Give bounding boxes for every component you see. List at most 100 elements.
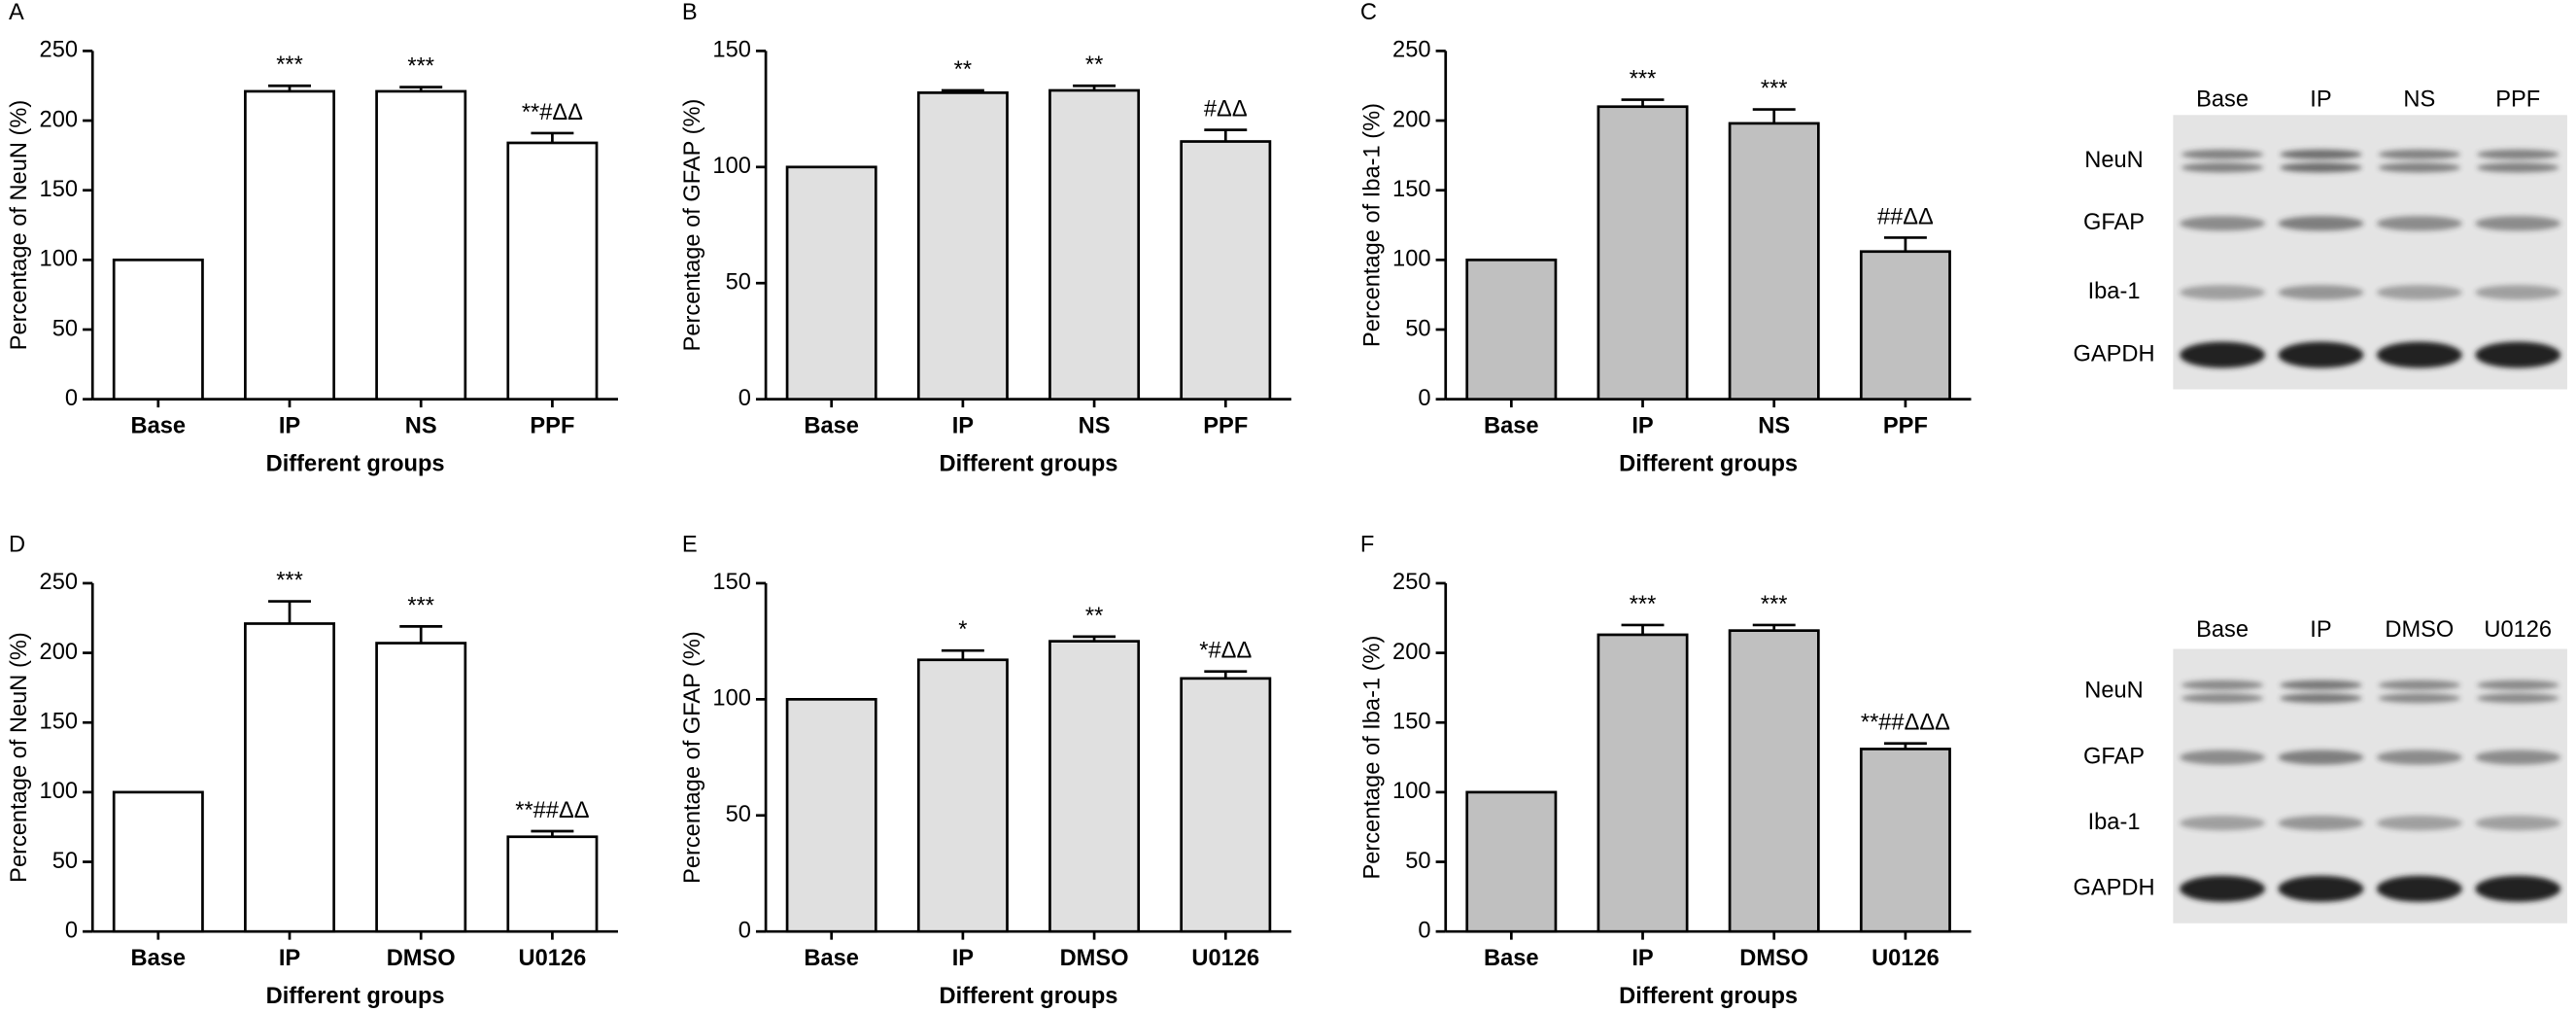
y-tick-label: 200 xyxy=(40,640,78,665)
y-tick-label: 200 xyxy=(1392,640,1430,665)
bar xyxy=(1048,88,1141,401)
bar xyxy=(785,697,877,933)
y-tick-label: 0 xyxy=(1418,918,1430,943)
bar xyxy=(1859,748,1951,933)
blot-band xyxy=(2475,875,2561,902)
lane-label: IP xyxy=(2310,87,2331,112)
y-tick-label: 50 xyxy=(52,849,78,874)
x-tick-label: Base xyxy=(804,946,859,971)
error-bar xyxy=(1752,108,1796,123)
protein-label: GAPDH xyxy=(2073,341,2154,366)
y-tick-label: 150 xyxy=(1392,177,1430,202)
blot-band xyxy=(2477,693,2559,704)
y-tick-label: 150 xyxy=(712,570,750,595)
y-tick-label: 50 xyxy=(52,316,78,341)
y-tick-label: 50 xyxy=(1405,316,1430,341)
y-axis-label: Percentage of Iba-1 (%) xyxy=(1360,103,1386,347)
y-tick-label: 100 xyxy=(712,686,750,712)
y-tick-label: 150 xyxy=(1392,709,1430,734)
y-tick-label: 150 xyxy=(40,709,78,734)
panel-letter: C xyxy=(1360,0,1377,25)
lane-label: DMSO xyxy=(2385,617,2454,643)
y-axis-label: Percentage of NeuN (%) xyxy=(7,100,32,351)
significance-label: *** xyxy=(1630,67,1657,92)
error-bar xyxy=(1621,98,1665,107)
y-tick-label: 0 xyxy=(1418,386,1430,411)
x-tick-label: Base xyxy=(1484,946,1539,971)
y-tick-label: 50 xyxy=(726,269,751,295)
significance-label: *** xyxy=(407,593,434,618)
error-bar xyxy=(1204,670,1248,679)
significance-label: *** xyxy=(1761,77,1788,102)
x-axis-label: Different groups xyxy=(1619,984,1798,1009)
error-bar xyxy=(1204,128,1248,142)
protein-label: NeuN xyxy=(2084,148,2143,173)
x-tick-label: IP xyxy=(952,946,974,971)
significance-label: #ΔΔ xyxy=(1204,97,1248,122)
blot-band xyxy=(2280,693,2362,704)
x-axis-label: Different groups xyxy=(266,984,445,1009)
x-axis-label: Different groups xyxy=(940,452,1118,477)
y-tick-label: 200 xyxy=(1392,107,1430,132)
blot-band xyxy=(2278,875,2364,902)
blot-band xyxy=(2278,750,2364,765)
error-bar xyxy=(531,829,574,837)
lane-label: IP xyxy=(2310,617,2331,643)
significance-label: *** xyxy=(407,54,434,80)
protein-label: Iba-1 xyxy=(2088,279,2141,304)
error-bar xyxy=(941,648,984,660)
y-tick-label: 250 xyxy=(1392,570,1430,595)
significance-label: * xyxy=(958,617,967,643)
bar xyxy=(1465,790,1558,933)
y-tick-label: 0 xyxy=(65,386,78,411)
bar xyxy=(1180,140,1272,401)
error-bar xyxy=(268,600,311,624)
blot-band xyxy=(2376,216,2462,231)
blot-band xyxy=(2180,750,2266,765)
error-bar xyxy=(1752,623,1796,631)
blot-band xyxy=(2376,875,2462,902)
blot-band xyxy=(2376,285,2462,300)
significance-label: **#ΔΔ xyxy=(522,100,583,125)
y-axis-label: Percentage of GFAP (%) xyxy=(680,631,705,884)
y-tick-label: 150 xyxy=(40,177,78,202)
x-tick-label: Base xyxy=(804,414,859,439)
blot-band xyxy=(2477,149,2559,159)
lane-label: U0126 xyxy=(2484,617,2552,643)
error-bar xyxy=(1883,742,1927,750)
significance-label: *** xyxy=(1761,592,1788,617)
y-tick-label: 250 xyxy=(40,570,78,595)
blot-band xyxy=(2181,162,2264,173)
significance-label: ** xyxy=(1085,604,1103,629)
panel-letter: D xyxy=(9,532,25,557)
bar xyxy=(1859,250,1951,401)
y-axis-label: Percentage of GFAP (%) xyxy=(680,99,705,352)
x-tick-label: NS xyxy=(1758,414,1790,439)
significance-label: ** xyxy=(954,57,972,83)
x-tick-label: IP xyxy=(1631,946,1653,971)
panel-letter: A xyxy=(9,0,24,25)
x-tick-label: U0126 xyxy=(1191,946,1259,971)
blot-band xyxy=(2376,816,2462,831)
x-tick-label: IP xyxy=(279,414,300,439)
bar xyxy=(506,835,599,933)
y-tick-label: 250 xyxy=(40,38,78,63)
significance-label: ** xyxy=(1085,52,1103,78)
y-tick-label: 150 xyxy=(712,38,750,63)
x-tick-label: NS xyxy=(1079,414,1111,439)
significance-label: ##ΔΔ xyxy=(1877,204,1934,229)
y-tick-label: 100 xyxy=(1392,779,1430,804)
y-tick-label: 100 xyxy=(40,247,78,272)
blot-band xyxy=(2278,216,2364,231)
x-tick-label: DMSO xyxy=(387,946,456,971)
blot-band xyxy=(2181,693,2264,704)
bar xyxy=(244,622,335,933)
panel-letter: B xyxy=(682,0,698,25)
y-tick-label: 100 xyxy=(40,779,78,804)
blot-band xyxy=(2477,162,2559,173)
blot-band xyxy=(2475,750,2561,765)
blot-band xyxy=(2278,816,2364,831)
protein-label: NeuN xyxy=(2084,679,2143,704)
bar xyxy=(1597,633,1689,933)
